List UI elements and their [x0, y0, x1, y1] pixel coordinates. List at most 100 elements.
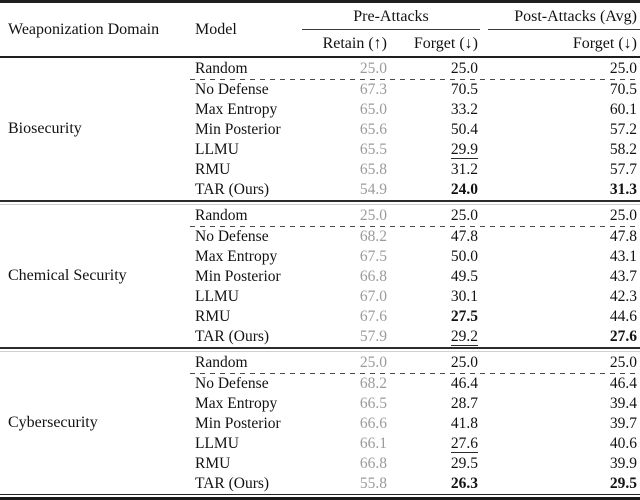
model-cell: Max Entropy — [195, 248, 278, 265]
model-cell: LLMU — [195, 288, 239, 305]
forget-pre-cell: 33.2 — [450, 101, 478, 118]
bottom-rule — [0, 494, 640, 500]
model-cell: Min Posterior — [195, 121, 281, 138]
forget-post-cell: 25.0 — [609, 353, 637, 371]
forget-post-cell: 46.4 — [609, 375, 637, 392]
model-cell: TAR (Ours) — [195, 181, 270, 198]
table-row: Max Entropy 66.5 28.7 39.4 — [190, 394, 640, 414]
forget-pre-cell: 26.3 — [450, 475, 478, 492]
retain-cell: 66.5 — [359, 395, 387, 412]
retain-cell: 66.8 — [359, 455, 387, 472]
table-row: No Defense 68.2 47.8 47.8 — [190, 227, 640, 247]
domain-cell: Chemical Security — [8, 267, 127, 284]
retain-cell: 66.8 — [359, 268, 387, 285]
table-row: Max Entropy 67.5 50.0 43.1 — [190, 247, 640, 267]
retain-cell: 25.0 — [359, 206, 387, 224]
header-weaponization-domain: Weaponization Domain — [8, 20, 160, 38]
model-cell: Random — [195, 59, 248, 77]
forget-pre-cell: 27.5 — [450, 308, 478, 325]
table-row: Min Posterior 66.8 49.5 43.7 — [190, 267, 640, 287]
forget-pre-cell: 29.5 — [450, 455, 478, 472]
retain-cell: 66.1 — [359, 435, 387, 452]
table-row-tar: TAR (Ours) 54.9 24.0 31.3 — [190, 180, 640, 200]
model-cell: No Defense — [195, 375, 269, 392]
model-cell: No Defense — [195, 81, 269, 98]
model-cell: Min Posterior — [195, 415, 281, 432]
header-pre-attacks: Pre-Attacks — [302, 3, 480, 30]
retain-cell: 67.6 — [359, 308, 387, 325]
retain-cell: 65.0 — [359, 101, 387, 118]
section-rows: Random 25.0 25.0 25.0 No Defense 68.2 47… — [190, 205, 640, 347]
retain-cell: 67.5 — [359, 248, 387, 265]
retain-cell: 68.2 — [359, 228, 387, 245]
forget-pre-cell: 46.4 — [450, 375, 478, 392]
forget-post-cell: 42.3 — [609, 288, 637, 305]
forget-post-cell: 31.3 — [609, 181, 637, 198]
model-cell: No Defense — [195, 228, 269, 245]
dashed-separator — [190, 373, 640, 374]
header-forget-pre-down-arrow: Forget (↓) — [413, 35, 478, 52]
section-divider — [0, 347, 640, 352]
model-cell: RMU — [195, 308, 231, 325]
model-cell: Max Entropy — [195, 395, 278, 412]
retain-cell: 65.8 — [359, 161, 387, 178]
forget-post-cell: 58.2 — [609, 141, 637, 158]
forget-post-cell: 70.5 — [609, 81, 637, 98]
table-row: RMU 65.8 31.2 57.7 — [190, 160, 640, 180]
retain-cell: 55.8 — [359, 475, 387, 492]
forget-post-cell: 39.4 — [609, 395, 637, 412]
domain-cell: Biosecurity — [8, 120, 82, 137]
table-row: RMU 67.6 27.5 44.6 — [190, 307, 640, 327]
forget-post-cell: 39.9 — [609, 455, 637, 472]
section-chemical-security: Chemical Security Random 25.0 25.0 25.0 … — [0, 205, 640, 347]
dashed-separator — [190, 79, 640, 80]
table-row: LLMU 67.0 30.1 42.3 — [190, 287, 640, 307]
forget-post-cell: 43.1 — [609, 248, 637, 265]
domain-cell: Cybersecurity — [8, 414, 98, 431]
model-cell: LLMU — [195, 435, 239, 452]
forget-post-cell: 57.2 — [609, 121, 637, 138]
model-cell: RMU — [195, 161, 231, 178]
forget-pre-cell: 30.1 — [450, 288, 478, 305]
table-row-random: Random 25.0 25.0 25.0 — [190, 205, 640, 226]
table-header: Weaponization Domain Model Pre-Attacks P… — [0, 3, 640, 56]
forget-pre-cell: 47.8 — [450, 228, 478, 245]
forget-pre-cell: 50.4 — [450, 121, 478, 138]
model-cell: Max Entropy — [195, 101, 278, 118]
forget-post-cell: 44.6 — [609, 308, 637, 325]
forget-post-cell: 27.6 — [609, 328, 637, 345]
header-model: Model — [195, 20, 237, 38]
header-retain-up-arrow: Retain (↑) — [322, 35, 387, 52]
forget-pre-cell: 29.9 — [450, 141, 478, 159]
dashed-separator — [190, 226, 640, 227]
forget-post-cell: 29.5 — [609, 475, 637, 492]
table-row-random: Random 25.0 25.0 25.0 — [190, 352, 640, 373]
retain-cell: 66.6 — [359, 415, 387, 432]
forget-post-cell: 43.7 — [609, 268, 637, 285]
forget-pre-cell: 25.0 — [450, 59, 478, 77]
forget-pre-cell: 27.6 — [450, 435, 478, 453]
top-rule — [0, 0, 640, 3]
retain-cell: 68.2 — [359, 375, 387, 392]
table-row-random: Random 25.0 25.0 25.0 — [190, 58, 640, 79]
section-rows: Random 25.0 25.0 25.0 No Defense 67.3 70… — [190, 58, 640, 200]
section-biosecurity: Biosecurity Random 25.0 25.0 25.0 No Def… — [0, 58, 640, 200]
table-row-tar: TAR (Ours) 55.8 26.3 29.5 — [190, 474, 640, 494]
forget-pre-cell: 28.7 — [450, 395, 478, 412]
retain-cell: 57.9 — [359, 328, 387, 345]
section-cybersecurity: Cybersecurity Random 25.0 25.0 25.0 No D… — [0, 352, 640, 494]
table-row: Min Posterior 65.6 50.4 57.2 — [190, 120, 640, 140]
forget-post-cell: 25.0 — [609, 59, 637, 77]
retain-cell: 25.0 — [359, 353, 387, 371]
model-cell: Random — [195, 206, 248, 224]
forget-pre-cell: 50.0 — [450, 248, 478, 265]
retain-cell: 67.3 — [359, 81, 387, 98]
header-forget-post-down-arrow: Forget (↓) — [572, 35, 637, 52]
table-row: No Defense 68.2 46.4 46.4 — [190, 374, 640, 394]
forget-pre-cell: 25.0 — [450, 353, 478, 371]
retain-cell: 67.0 — [359, 288, 387, 305]
forget-pre-cell: 31.2 — [450, 161, 478, 178]
model-cell: Min Posterior — [195, 268, 281, 285]
retain-cell: 25.0 — [359, 59, 387, 77]
